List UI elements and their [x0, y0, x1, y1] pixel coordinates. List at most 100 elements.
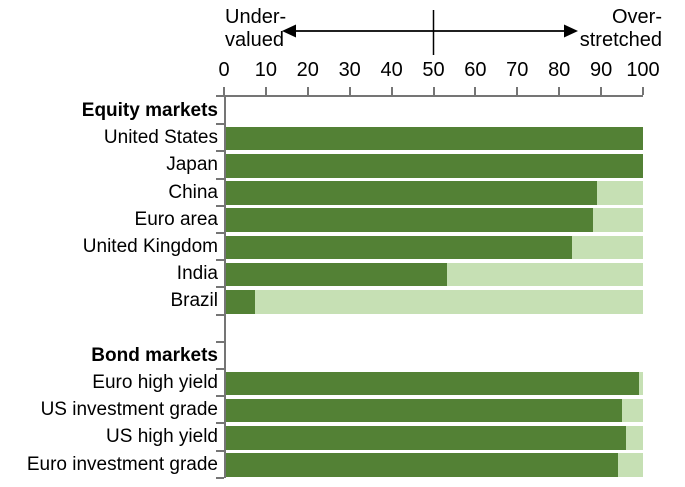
chart-row: US investment grade: [0, 396, 685, 425]
axis-tick-label: 90: [589, 59, 613, 81]
axis-tick-label: 80: [548, 59, 571, 81]
bar-track: [226, 289, 643, 314]
chart-row: Japan: [0, 151, 685, 180]
row-label: Brazil: [170, 290, 218, 312]
axis-tick: [216, 368, 224, 371]
axis-tick-mark: [516, 87, 519, 95]
bar-track: [226, 453, 643, 477]
axis-tick: [216, 177, 224, 180]
axis-tick: [216, 286, 224, 289]
gap-row: [0, 315, 685, 343]
bar-track: [226, 262, 643, 287]
axis-tick-label: 10: [254, 59, 278, 81]
axis-line-horizontal: [216, 95, 643, 97]
axis-tick-mark: [264, 87, 267, 95]
row-label: Japan: [166, 154, 218, 176]
undervalued-label-line1: Under-: [225, 6, 287, 28]
axis-tick: [216, 232, 224, 235]
overstretched-label-line1: Over-: [612, 6, 662, 28]
arrow-head-left: [282, 24, 296, 38]
axis-tick-mark: [642, 87, 644, 95]
overstretched-label: Over- stretched: [580, 6, 662, 52]
chart-row: United Kingdom: [0, 233, 685, 262]
axis-tick: [216, 422, 224, 425]
row-label: India: [176, 263, 218, 285]
chart-row: Euro area: [0, 206, 685, 235]
row-plot: [216, 423, 643, 452]
bar-fill: [226, 208, 593, 233]
chart-row: Euro investment grade: [0, 451, 685, 479]
row-plot: [216, 260, 643, 289]
bar-track: [226, 425, 643, 450]
bar-fill: [226, 235, 573, 260]
row-plot: [216, 179, 643, 207]
undervalued-label: Under- valued: [225, 6, 286, 52]
chart-row: China: [0, 179, 685, 207]
row-plot: [216, 151, 643, 180]
top-axis: Under- valued Over- stretched 0 10 20 30 40 5…: [218, 0, 662, 97]
overstretched-label-line2: stretched: [579, 29, 662, 51]
row-plot: [216, 315, 643, 343]
chart-row: India: [0, 260, 685, 289]
section-header-row: Equity markets: [0, 97, 685, 126]
axis-tick: [216, 259, 224, 262]
bar-track: [226, 371, 643, 396]
row-plot: [216, 233, 643, 262]
chart-rows: Equity markets United States Japan China Eur…: [0, 97, 685, 479]
bar-fill: [226, 153, 643, 178]
axis-tick: [216, 313, 224, 316]
bar-fill: [226, 453, 618, 477]
axis-tick: [216, 395, 224, 398]
axis-tick: [216, 204, 224, 207]
axis-tick-label: 0: [218, 59, 230, 81]
row-plot: [216, 97, 643, 126]
axis-tick-label: 70: [506, 59, 529, 81]
row-plot: [216, 396, 643, 425]
axis-tick-label: 60: [464, 59, 487, 81]
row-label: China: [168, 181, 218, 203]
row-label: Euro investment grade: [26, 453, 218, 475]
bar-fill: [226, 371, 639, 396]
row-label: [0, 315, 224, 342]
row-plot: [216, 342, 643, 371]
axis-tick-label: 40: [380, 59, 403, 81]
row-label: United Kingdom: [82, 236, 218, 258]
row-label: United States: [103, 127, 218, 149]
row-label: US investment grade: [40, 399, 218, 421]
axis-tick: [216, 340, 224, 343]
row-plot: [216, 369, 643, 398]
row-plot: [216, 451, 643, 479]
bar-fill: [226, 425, 627, 450]
row-plot: [216, 206, 643, 235]
row-label: Euro high yield: [92, 372, 218, 394]
axis-tick: [216, 123, 224, 126]
bar-track: [226, 208, 643, 233]
row-label: Bond markets: [91, 344, 218, 366]
bar-track: [226, 126, 643, 151]
bar-track: [226, 398, 643, 423]
axis-tick-mark: [223, 87, 225, 95]
arrow-head-right: [564, 24, 578, 38]
bar-fill: [226, 289, 256, 314]
row-label: US high yield: [106, 426, 218, 448]
bar-fill: [226, 398, 623, 423]
chart-row: Euro high yield: [0, 369, 685, 398]
axis-tick: [216, 449, 224, 452]
row-plot: [216, 124, 643, 153]
chart-row: US high yield: [0, 423, 685, 452]
bar-track: [226, 235, 643, 260]
section-header-row: Bond markets: [0, 342, 685, 371]
axis-tick-label: 100: [626, 59, 660, 81]
axis-tick-mark: [348, 87, 351, 95]
axis-tick: [216, 476, 224, 479]
axis-tick-mark: [432, 87, 435, 95]
bar-fill: [226, 262, 447, 287]
bar-fill: [226, 126, 643, 151]
chart-row: United States: [0, 124, 685, 153]
bar-fill: [226, 181, 598, 205]
double-arrow-icon: [282, 10, 578, 55]
row-label: Equity markets: [81, 100, 218, 121]
axis-tick-mark: [474, 87, 477, 95]
axis-tick-mark: [600, 87, 603, 95]
